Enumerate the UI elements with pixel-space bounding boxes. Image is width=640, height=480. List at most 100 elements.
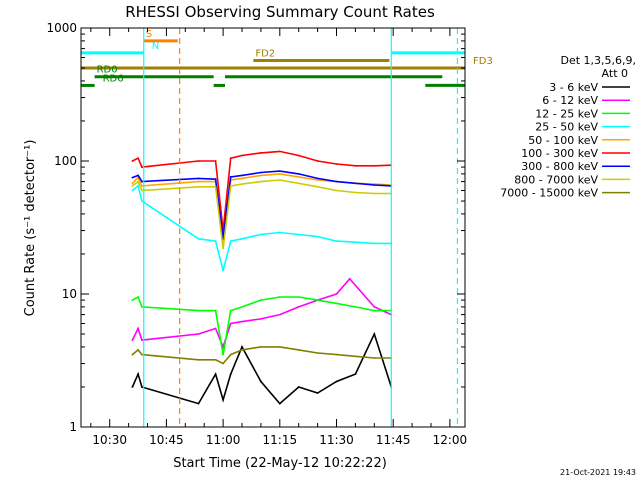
- data-point-50-100-kev-11: [316, 179, 319, 181]
- data-point-300-800-kev-14: [373, 184, 376, 186]
- data-point-100-300-kev-3: [197, 160, 200, 162]
- data-point-7000-15000-kev-9: [278, 346, 281, 348]
- data-point-7000-15000-kev-14: [373, 357, 376, 359]
- data-point-7000-15000-kev-11: [316, 352, 319, 354]
- data-point-300-800-kev-2: [141, 180, 143, 183]
- data-point-6-12-kev-3: [197, 333, 200, 335]
- data-point-7000-15000-kev-0: [131, 353, 134, 356]
- data-point-7000-15000-kev-2: [141, 353, 143, 356]
- data-point-12-25-kev-5: [222, 353, 225, 356]
- data-point-800-7000-kev-1: [137, 180, 140, 183]
- data-point-300-800-kev-10: [297, 173, 300, 175]
- data-point-25-50-kev-10: [297, 233, 300, 236]
- data-point-12-25-kev-6: [229, 309, 232, 312]
- series-line-3-6-kev: [131, 331, 393, 405]
- data-point-100-300-kev-9: [278, 150, 281, 153]
- data-point-3-6-kev-10: [297, 386, 300, 388]
- data-point-800-7000-kev-5: [222, 247, 225, 250]
- data-point-100-300-kev-13: [354, 164, 357, 167]
- data-point-7000-15000-kev-12: [335, 353, 338, 356]
- data-point-6-12-kev-6: [229, 322, 232, 325]
- data-point-6-12-kev-0: [131, 339, 134, 341]
- data-point-25-50-kev-4: [214, 240, 217, 243]
- series-layer: [131, 150, 393, 405]
- y-tick-label-1: 1: [69, 420, 77, 434]
- data-point-100-300-kev-11: [316, 160, 319, 162]
- state-label-fd2: FD2: [255, 48, 275, 59]
- y-axis-label: Count Rate (s⁻¹ detector⁻¹): [23, 140, 38, 317]
- data-point-300-800-kev-13: [354, 182, 357, 185]
- data-point-50-100-kev-3: [197, 180, 200, 183]
- data-point-25-50-kev-3: [197, 237, 200, 240]
- data-point-25-50-kev-5: [222, 269, 225, 272]
- x-tick-label-12-00: 12:00: [433, 433, 468, 447]
- data-point-25-50-kev-13: [354, 241, 357, 244]
- data-point-800-7000-kev-2: [141, 189, 143, 192]
- data-point-6-12-kev-14: [362, 293, 364, 295]
- data-point-12-25-kev-14: [373, 309, 376, 312]
- data-point-800-7000-kev-10: [297, 182, 300, 185]
- data-point-7000-15000-kev-5: [222, 362, 225, 365]
- series-line-12-25-kev: [132, 295, 392, 355]
- data-point-300-800-kev-4: [214, 178, 217, 181]
- data-point-300-800-kev-7: [241, 174, 243, 177]
- legend-label-300-800-kev: 300 - 800 keV: [521, 160, 598, 173]
- data-point-3-6-kev-4: [214, 373, 217, 375]
- data-point-800-7000-kev-12: [335, 189, 338, 192]
- data-point-300-800-kev-9: [278, 170, 281, 173]
- data-point-6-12-kev-4: [214, 327, 217, 330]
- data-point-3-6-kev-2: [141, 386, 143, 388]
- data-point-12-25-kev-12: [335, 302, 338, 305]
- data-point-12-25-kev-8: [260, 299, 262, 301]
- series-line-300-800-kev: [132, 170, 392, 239]
- data-point-800-7000-kev-9: [278, 179, 281, 181]
- x-tick-label-11-00: 11:00: [206, 433, 241, 447]
- data-point-800-7000-kev-0: [131, 185, 134, 187]
- data-point-25-50-kev-11: [316, 235, 319, 238]
- data-point-3-6-kev-6: [229, 373, 232, 375]
- data-point-6-12-kev-1: [137, 327, 140, 330]
- data-point-100-300-kev-14: [373, 164, 376, 167]
- data-point-25-50-kev-0: [131, 189, 134, 192]
- data-point-800-7000-kev-4: [214, 185, 217, 188]
- data-point-100-300-kev-1: [137, 157, 140, 160]
- x-tick-label-10-30: 10:30: [92, 433, 127, 447]
- legend-header-line-1: Det 1,3,5,6,9,: [560, 54, 636, 67]
- data-point-800-7000-kev-6: [229, 185, 232, 187]
- y-tick-label-1000: 1000: [46, 21, 77, 35]
- data-point-3-6-kev-3: [197, 402, 200, 405]
- data-point-6-12-kev-7: [241, 320, 243, 323]
- state-label-fd3: FD3: [473, 56, 493, 67]
- legend-label-100-300-kev: 100 - 300 keV: [521, 147, 598, 160]
- data-point-25-50-kev-12: [335, 240, 338, 243]
- data-point-50-100-kev-7: [241, 177, 243, 180]
- state-label-rd6: RD6: [103, 73, 124, 84]
- series-line-100-300-kev: [132, 150, 392, 231]
- data-point-7000-15000-kev-1: [137, 349, 140, 351]
- data-point-7000-15000-kev-3: [197, 358, 200, 361]
- data-point-7000-15000-kev-7: [241, 349, 243, 351]
- legend-label-12-25-kev: 12 - 25 keV: [535, 107, 598, 120]
- data-point-100-300-kev-7: [241, 154, 243, 157]
- data-point-100-300-kev-12: [335, 163, 338, 165]
- data-point-25-50-kev-2: [141, 200, 143, 202]
- series-line-6-12-kev: [131, 277, 392, 350]
- data-point-3-6-kev-5: [222, 399, 225, 401]
- data-point-12-25-kev-7: [241, 306, 243, 308]
- y-tick-label-10: 10: [62, 287, 77, 301]
- data-point-3-6-kev-8: [260, 380, 262, 383]
- data-point-300-800-kev-1: [137, 174, 140, 177]
- data-point-50-100-kev-2: [141, 185, 143, 187]
- data-point-12-25-kev-10: [297, 296, 300, 298]
- state-label-n: N: [152, 41, 159, 52]
- data-point-3-6-kev-0: [131, 386, 134, 388]
- data-point-50-100-kev-8: [260, 174, 262, 177]
- data-point-3-6-kev-12: [335, 380, 338, 383]
- data-point-6-12-kev-13: [348, 277, 351, 280]
- data-point-800-7000-kev-7: [241, 183, 243, 186]
- data-point-300-800-kev-6: [229, 176, 232, 178]
- data-point-3-6-kev-11: [316, 392, 319, 394]
- legend-label-6-12-kev: 6 - 12 keV: [542, 94, 598, 107]
